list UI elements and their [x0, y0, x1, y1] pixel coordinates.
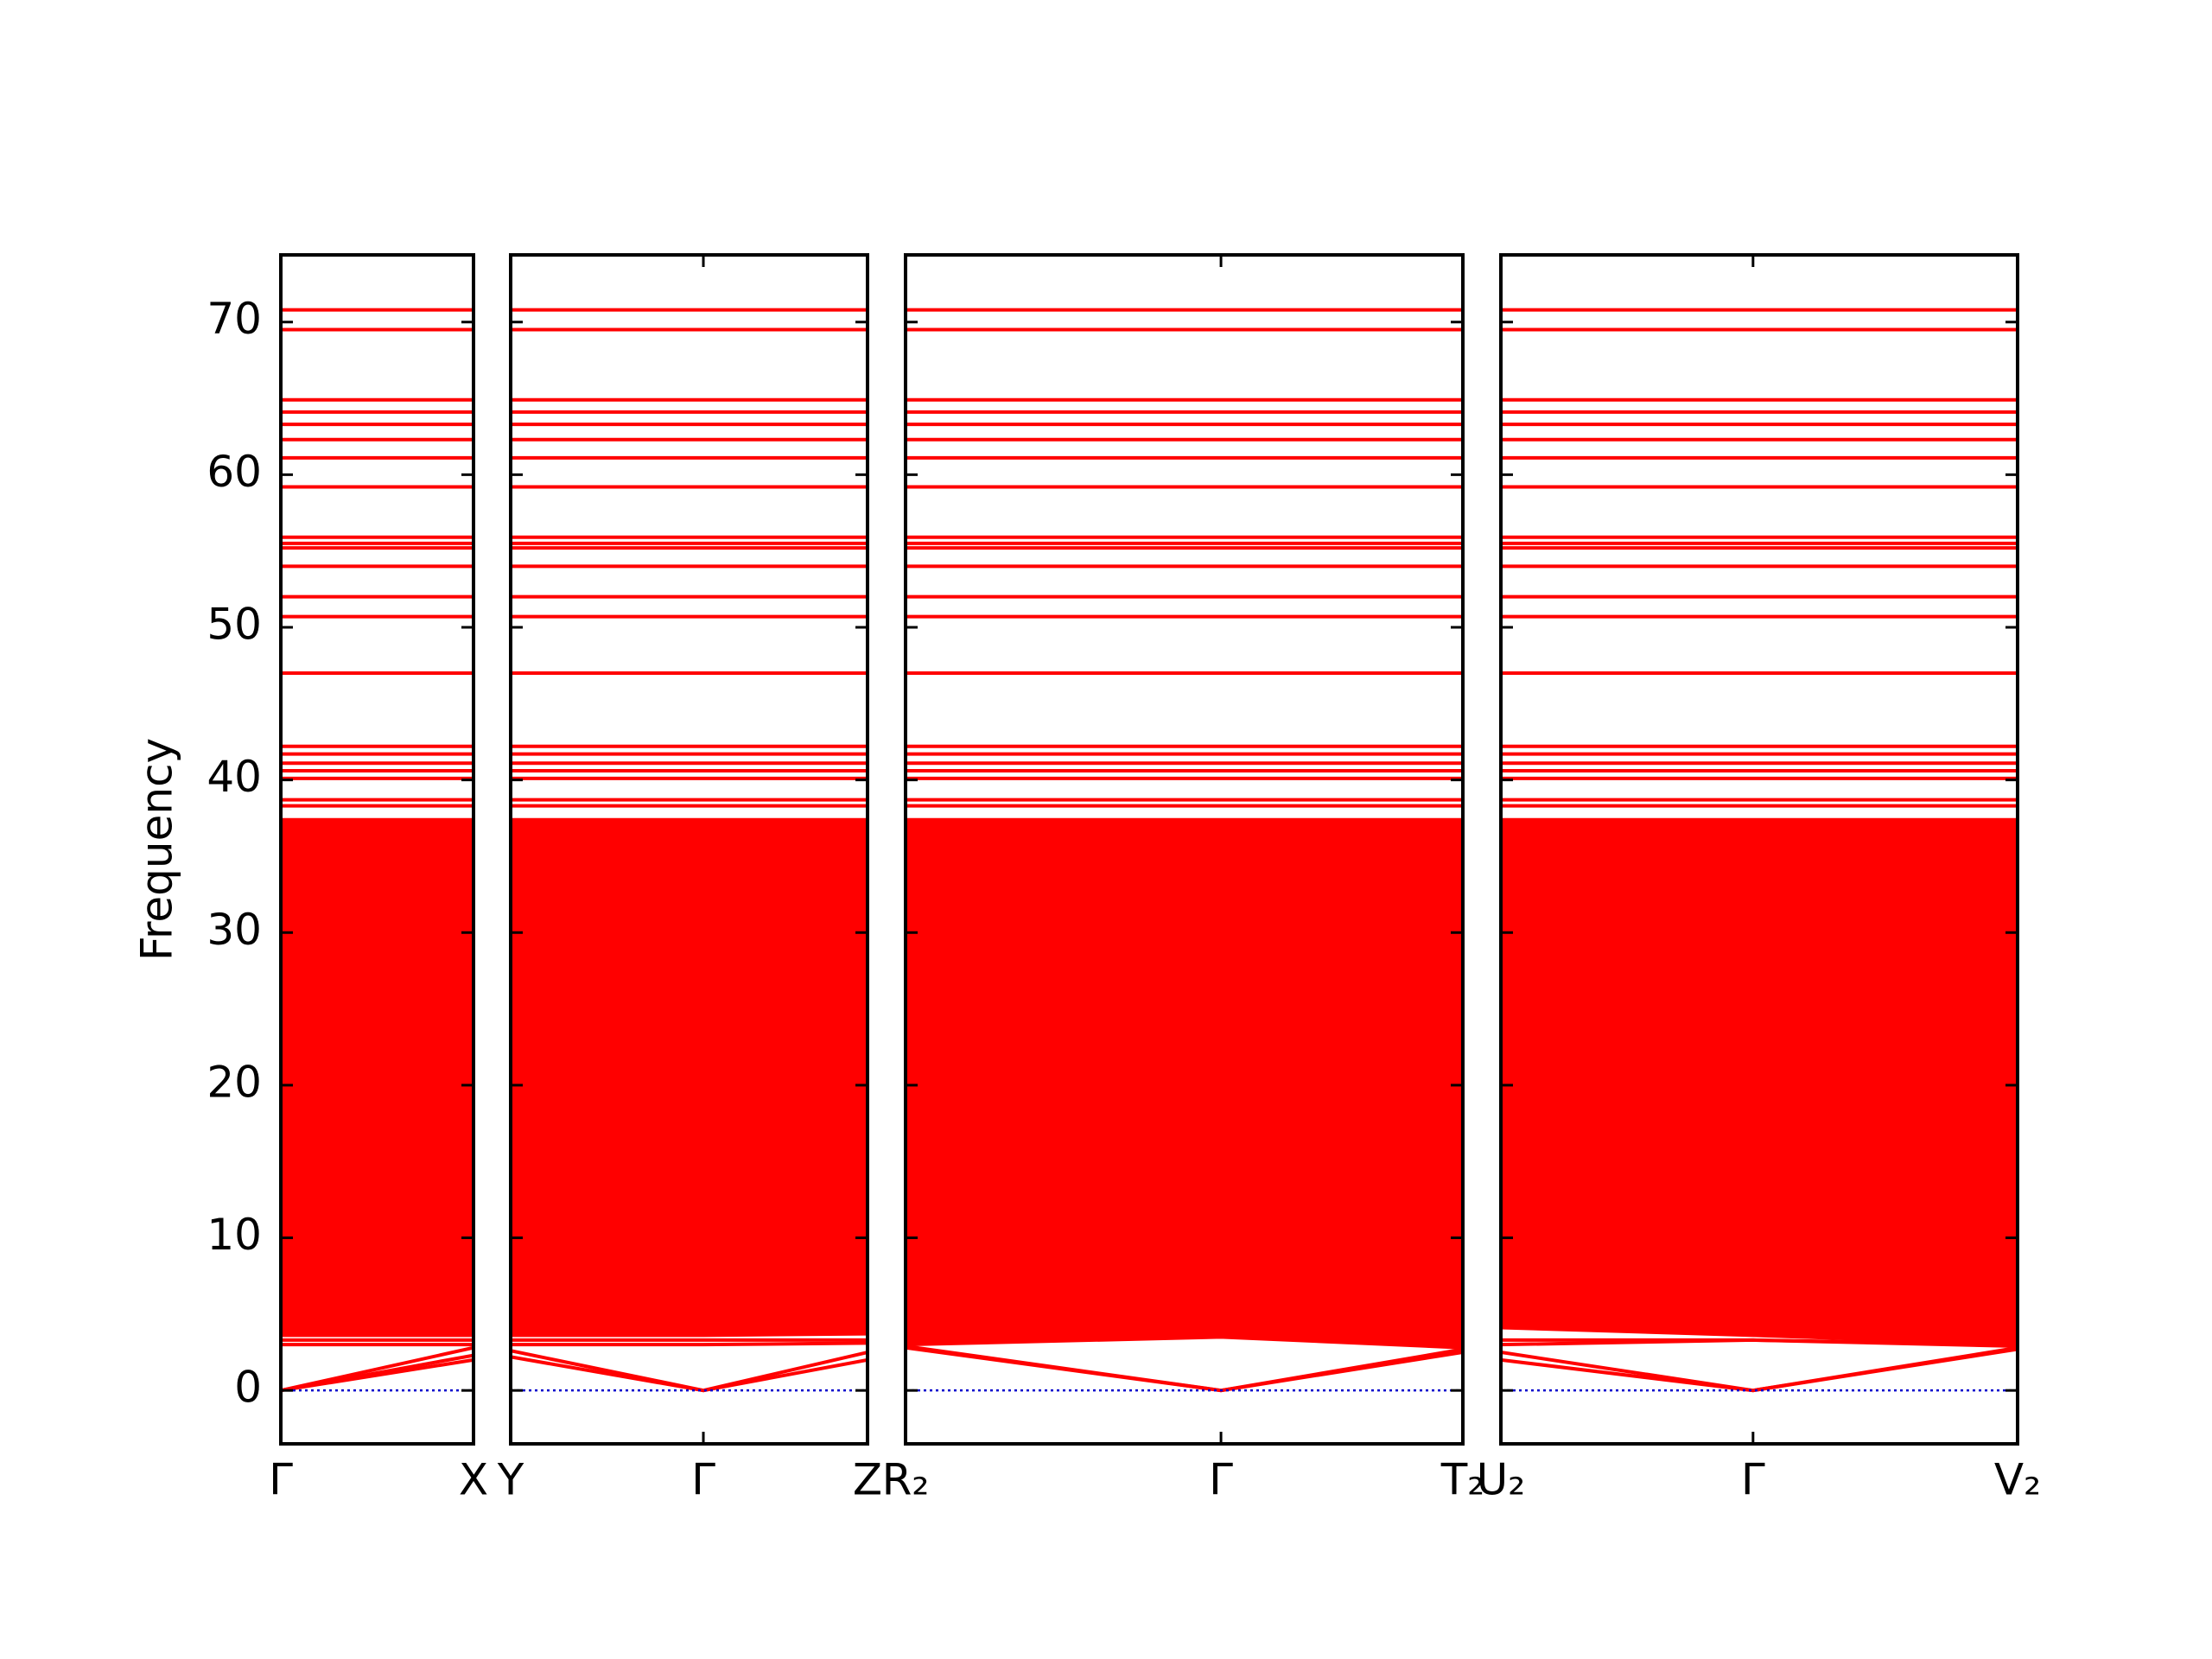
y-tick-label: 30	[207, 905, 262, 955]
x-tick-label: U₂	[1477, 1455, 1526, 1505]
y-tick-label: 50	[207, 599, 262, 649]
x-tick-label: X	[459, 1455, 488, 1505]
frame	[1499, 253, 2019, 1446]
x-tick-label: Γ	[691, 1455, 715, 1505]
plot-area	[906, 308, 1463, 1393]
y-tick-label: 0	[234, 1363, 262, 1413]
band	[906, 1335, 1463, 1350]
x-tick-label: Γ	[1741, 1455, 1765, 1505]
x-tick-label: Γ	[1209, 1455, 1233, 1505]
band-fill	[906, 817, 1463, 1350]
frame	[904, 253, 1465, 1446]
band	[511, 1341, 868, 1347]
plot-area	[281, 308, 474, 1393]
x-tick-label: V₂	[1994, 1455, 2041, 1505]
band	[1501, 1347, 2018, 1393]
band	[511, 1349, 868, 1393]
band-fill	[281, 817, 474, 1338]
frame	[279, 253, 475, 1446]
frame	[509, 253, 869, 1446]
x-tick-label: Z	[853, 1455, 882, 1505]
band	[1501, 1338, 2018, 1347]
y-tick-label: 20	[207, 1057, 262, 1107]
band-fill	[511, 817, 868, 1338]
plot-area	[1501, 308, 2018, 1393]
x-tick-label: T₂	[1440, 1455, 1485, 1505]
y-tick-label: 10	[207, 1210, 262, 1260]
x-tick-label: Y	[497, 1455, 524, 1505]
x-tick-label: Γ	[269, 1455, 293, 1505]
band	[906, 1344, 1463, 1393]
band-fill	[1501, 817, 2018, 1346]
band	[1501, 1345, 2018, 1393]
y-tick-label: 70	[207, 294, 262, 344]
plot-area	[511, 308, 868, 1393]
x-tick-label: R₂	[882, 1455, 930, 1505]
y-tick-label: 60	[207, 447, 262, 497]
y-tick-label: 40	[207, 752, 262, 802]
y-axis-label: Frequency	[132, 738, 182, 961]
band	[281, 1345, 474, 1393]
